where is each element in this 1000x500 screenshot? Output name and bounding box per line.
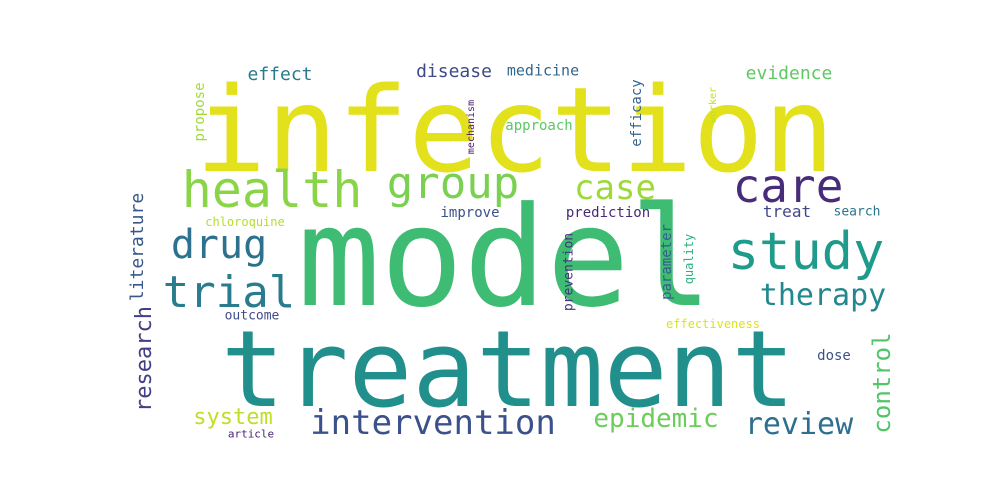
word-infection: infection	[195, 61, 835, 199]
word-intervention: intervention	[310, 403, 556, 443]
word-evidence: evidence	[745, 63, 833, 84]
word-improve: improve	[440, 205, 500, 221]
word-chloroquine: chloroquine	[205, 215, 285, 229]
word-health: health	[181, 161, 363, 219]
word-literature: literature	[127, 192, 148, 302]
word-trial: trial	[162, 267, 296, 318]
word-search: search	[833, 204, 881, 220]
word-outcome: outcome	[224, 308, 280, 324]
word-medicine: medicine	[506, 61, 580, 80]
word-effectiveness: effectiveness	[666, 317, 760, 331]
word-propose: propose	[192, 82, 208, 142]
word-group: group	[386, 158, 520, 209]
word-prevention: prevention	[561, 232, 577, 312]
word-effect: effect	[247, 64, 313, 85]
word-worker: worker	[708, 86, 719, 124]
word-research: research	[132, 306, 157, 412]
word-efficacy: efficacy	[629, 79, 645, 147]
word-disease: disease	[416, 61, 492, 82]
word-dose: dose	[817, 348, 851, 364]
word-epidemic: epidemic	[593, 404, 719, 434]
word-care: care	[732, 159, 844, 213]
word-parameter: parameter	[659, 224, 675, 300]
word-therapy: therapy	[759, 278, 887, 313]
word-review: review	[744, 407, 854, 442]
word-treatment: treatment	[220, 308, 796, 431]
word-article: article	[227, 427, 275, 441]
word-model: model	[297, 177, 713, 338]
word-mechanism: mechanism	[466, 99, 477, 155]
word-quality: quality	[682, 233, 696, 285]
word-prediction: prediction	[565, 205, 651, 221]
word-control: control	[868, 332, 896, 434]
word-treat: treat	[762, 202, 812, 221]
word-drug: drug	[170, 222, 268, 268]
word-system: system	[193, 405, 273, 430]
word-approach: approach	[505, 118, 573, 134]
word-study: study	[727, 222, 885, 282]
word-case: case	[574, 168, 656, 208]
